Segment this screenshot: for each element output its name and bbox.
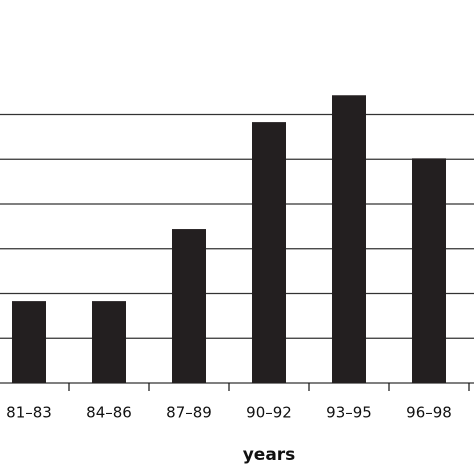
bar <box>412 158 446 383</box>
x-axis-title: years <box>243 445 296 465</box>
bar <box>12 301 46 383</box>
x-tick-label: 93–95 <box>326 404 372 422</box>
bar <box>332 95 366 383</box>
x-tick-label: 87–89 <box>166 404 212 422</box>
bar <box>252 122 286 384</box>
x-tick-label: 90–92 <box>246 404 292 422</box>
x-tick-label: 84–86 <box>86 404 132 422</box>
x-tick-label: 81–83 <box>6 404 52 422</box>
bar <box>172 229 206 383</box>
bar <box>92 301 126 383</box>
x-tick-label: 96–98 <box>406 404 452 422</box>
